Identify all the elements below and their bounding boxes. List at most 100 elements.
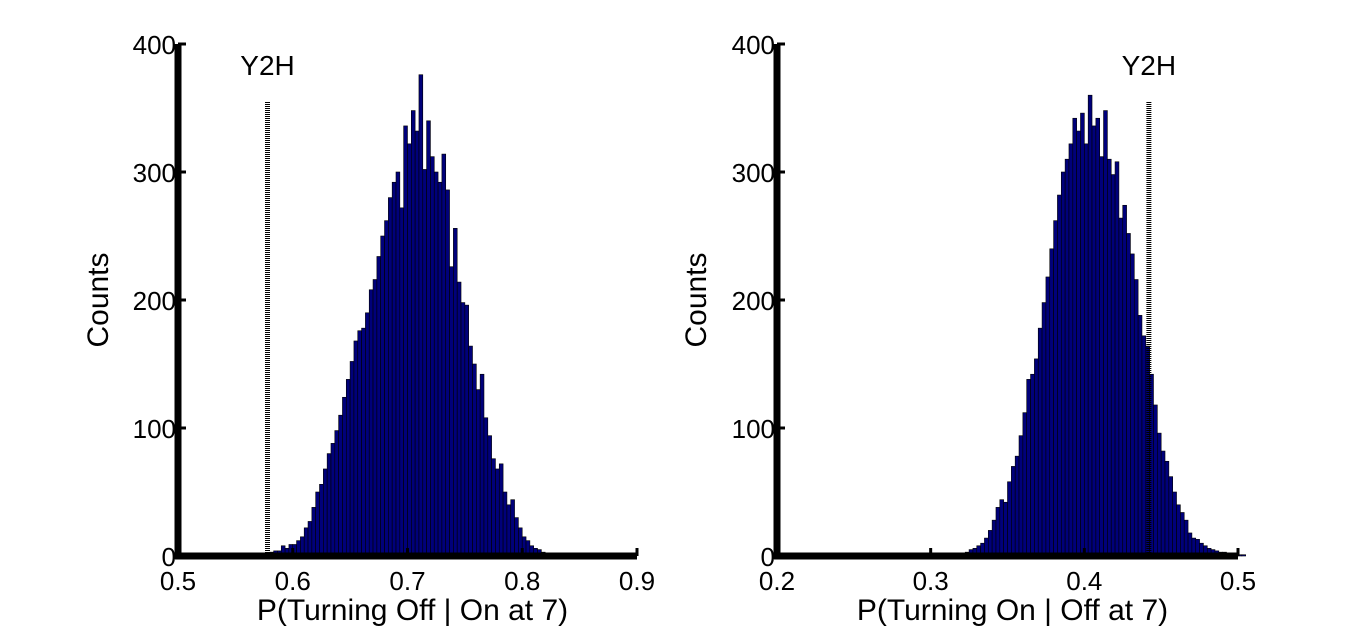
histogram-bar: [1014, 455, 1020, 557]
y-tick-label: 100: [133, 414, 176, 444]
histogram-bar: [384, 220, 389, 557]
histogram-bar: [399, 207, 404, 557]
histogram-bar: [495, 468, 500, 557]
histogram-bar: [1011, 466, 1016, 557]
y-tick-label: 200: [732, 286, 775, 316]
histogram-bar: [353, 340, 359, 557]
histogram-bar: [1160, 450, 1166, 557]
histogram-bar: [1045, 276, 1051, 557]
histogram-bar: [307, 521, 313, 557]
histogram-bar: [1022, 412, 1028, 557]
histogram-bar: [357, 330, 362, 557]
histogram-bar: [1030, 373, 1035, 557]
histogram-bar: [368, 289, 374, 557]
histogram-bar: [483, 417, 489, 557]
y-tick-label: 300: [133, 158, 176, 188]
x-axis-label: P(Turning Off | On at 7): [257, 594, 568, 627]
histogram-bar: [1007, 481, 1012, 557]
histogram-bar: [1137, 315, 1143, 557]
histogram-bar: [411, 110, 416, 557]
histogram-bar: [1049, 248, 1054, 557]
histogram-bar: [468, 345, 473, 557]
y-tick-label: 0: [162, 542, 176, 572]
histogram-bar: [1064, 158, 1070, 557]
right-histogram-panel: Y2H 0 100 200 300 400 0.2 0.3 0.4 0.5 P(Turning On…: [680, 30, 1256, 627]
histogram-bar: [1153, 404, 1158, 557]
histogram-bar: [388, 197, 393, 557]
histogram-bar: [1107, 158, 1112, 557]
histogram-bar: [430, 156, 435, 557]
histogram-bar: [1141, 335, 1147, 557]
histogram-bar: [376, 256, 382, 557]
histogram-bar: [407, 143, 412, 557]
x-axis-label: P(Turning On | Off at 7): [857, 594, 1168, 627]
histogram-bar: [361, 327, 366, 557]
histogram-bar: [414, 130, 420, 557]
histogram-bar: [403, 125, 408, 557]
x-tick-label: 0.6: [275, 566, 311, 596]
histogram-bar: [991, 519, 997, 557]
histogram-bar: [433, 171, 439, 557]
histogram-bar: [1084, 143, 1089, 557]
histogram-bar: [1041, 302, 1047, 557]
histogram-bar: [315, 491, 320, 557]
histogram-bar: [1114, 161, 1120, 557]
histogram-bar: [487, 435, 492, 557]
histogram-bar: [1095, 117, 1100, 557]
x-tick-label: 0.3: [913, 566, 949, 596]
histogram-bar: [418, 74, 424, 557]
x-tick-label: 0.4: [1066, 566, 1102, 596]
y-axis-label: Counts: [82, 252, 115, 347]
histogram-bar: [345, 379, 351, 557]
histogram-bar: [1003, 501, 1008, 557]
histogram-bar: [999, 499, 1004, 557]
histogram-bar: [464, 304, 469, 557]
histogram-bar: [422, 169, 427, 557]
histogram-bar: [319, 484, 324, 557]
histogram-bar: [1076, 130, 1081, 557]
histogram-bar: [1103, 110, 1108, 557]
y-tick-label: 0: [761, 542, 775, 572]
histogram-bar: [1133, 279, 1139, 557]
histogram-bar: [338, 414, 343, 557]
x-tick-label: 0.2: [759, 566, 795, 596]
histogram-bar: [1026, 379, 1031, 557]
histogram-bar: [456, 281, 462, 557]
histogram-bar: [491, 458, 496, 557]
histogram-bar: [1176, 504, 1181, 557]
annotation-label: Y2H: [240, 50, 294, 81]
histogram-bar: [1180, 512, 1185, 557]
histogram-bar: [323, 468, 328, 557]
histogram-bar: [498, 463, 504, 557]
histogram-bar: [476, 389, 481, 557]
histogram-bar: [342, 396, 347, 557]
y-tick-label: 200: [133, 286, 176, 316]
y-tick-label: 400: [732, 30, 775, 60]
histogram-bar: [349, 361, 355, 557]
y-tick-label: 300: [732, 158, 775, 188]
histogram-bar: [1130, 253, 1135, 557]
histogram-bar: [987, 530, 993, 557]
histogram-bar: [449, 266, 454, 557]
histogram-bar: [514, 517, 519, 557]
histogram-bar: [1110, 174, 1116, 557]
histogram-bar: [1183, 519, 1189, 557]
histogram-bar: [1087, 94, 1093, 557]
histogram-bar: [1091, 125, 1097, 557]
histogram-bar: [437, 181, 443, 557]
histogram-bar: [1164, 460, 1170, 557]
histogram-bar: [1068, 143, 1074, 557]
x-tick-label: 0.7: [389, 566, 425, 596]
histogram-bar: [506, 504, 512, 557]
histogram-bar: [1172, 491, 1177, 557]
histogram-bar: [1122, 204, 1127, 557]
histogram-bar: [303, 527, 309, 557]
histogram-bar: [1057, 194, 1062, 557]
histogram-bar: [1241, 554, 1246, 557]
histogram-bar: [1157, 432, 1162, 557]
histogram-bar: [479, 373, 485, 557]
x-tick-label: 0.9: [619, 566, 655, 596]
x-tick-label: 0.5: [1220, 566, 1256, 596]
histogram-bar: [510, 499, 515, 557]
